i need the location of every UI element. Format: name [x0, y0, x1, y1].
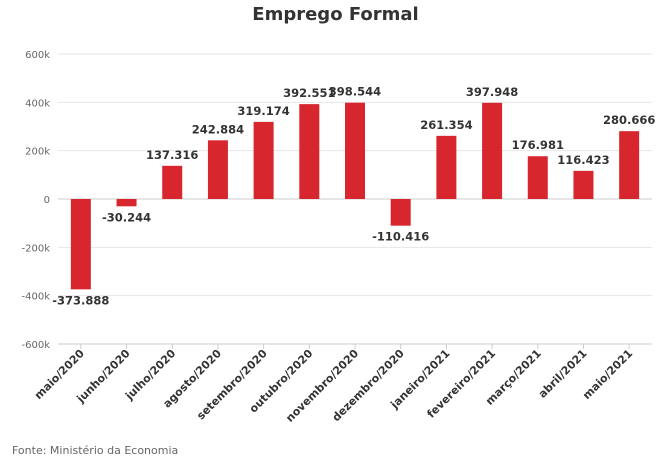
data-label: -110.416 [372, 230, 429, 244]
y-tick-label: -600k [22, 340, 51, 351]
data-label: 280.666 [603, 113, 655, 127]
y-tick-label: 0 [44, 195, 50, 206]
data-label: 137.316 [146, 148, 198, 162]
data-label: 242.884 [192, 122, 244, 136]
bar [162, 165, 183, 199]
bar [527, 156, 548, 199]
bar [70, 199, 91, 290]
y-tick-label: -400k [22, 292, 51, 303]
bar [116, 199, 137, 207]
source-note: Fonte: Ministério da Economia [12, 444, 179, 457]
data-label: -373.888 [52, 293, 109, 307]
bar [253, 121, 274, 199]
data-label: 176.981 [512, 138, 564, 152]
y-tick-label: 400k [25, 98, 50, 109]
data-label: -30.244 [102, 210, 151, 224]
data-label: 398.544 [329, 85, 381, 99]
data-label: 116.423 [557, 153, 609, 167]
bar [345, 102, 365, 199]
data-label: 261.354 [420, 118, 472, 132]
y-tick-label: -200k [22, 243, 51, 254]
bar [436, 135, 457, 199]
bar [299, 104, 320, 199]
bar [207, 140, 228, 199]
data-label: 397.948 [466, 85, 518, 99]
data-label: 319.174 [237, 104, 289, 118]
bar [573, 170, 594, 199]
data-label: 392.551 [283, 86, 335, 100]
bar [482, 102, 503, 199]
y-tick-label: 600k [25, 50, 50, 61]
y-tick-label: 200k [25, 147, 50, 158]
chart-title: Emprego Formal [252, 4, 419, 25]
bar [390, 199, 411, 226]
bar [619, 131, 640, 199]
